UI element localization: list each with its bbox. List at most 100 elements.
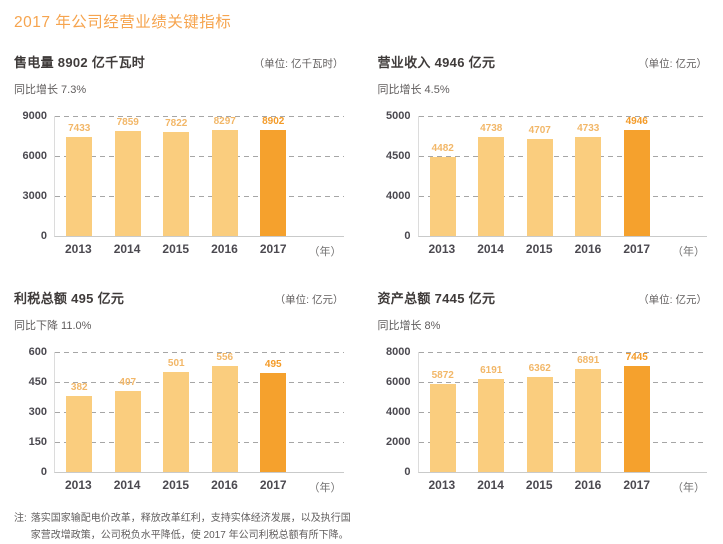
gridline — [55, 156, 344, 157]
y-tick-label: 600 — [28, 346, 47, 358]
plot-wrapper: 0 4000 4500 5000 4482 4738 4707 4733 4946 — [386, 110, 707, 242]
x-axis-unit: （年） — [672, 246, 705, 258]
plot-area: 4482 4738 4707 4733 4946 — [417, 116, 707, 237]
bar-value-label: 4738 — [480, 123, 503, 134]
bar-slot: 8902 — [249, 116, 298, 236]
bar-slot: 6891 — [564, 352, 613, 472]
x-category-label: 2013 — [65, 242, 92, 256]
x-axis-labels: 2013 2014 2015 2016 2017 （年） — [418, 478, 708, 494]
bar-value-label: 6891 — [577, 354, 600, 366]
bar — [575, 368, 602, 472]
x-category-label: 2014 — [477, 478, 504, 492]
bar-value-label: 501 — [167, 357, 185, 369]
bar — [114, 390, 141, 472]
charts-grid: 售电量 8902 亿千瓦时 （单位: 亿千瓦时） 同比增长 7.3% 0 3000… — [14, 52, 707, 494]
chart-subtitle: 同比增长 7.3% — [14, 84, 87, 96]
y-tick-label: 9000 — [22, 110, 47, 122]
bar-value-label: 8297 — [213, 116, 236, 127]
x-axis-unit: （年） — [308, 246, 342, 258]
bar — [478, 379, 505, 472]
bar-slot: 495 — [249, 352, 298, 472]
chart-panel-electricity-sales: 售电量 8902 亿千瓦时 （单位: 亿千瓦时） 同比增长 7.3% 0 3000… — [14, 52, 344, 258]
chart-header: 利税总额 495 亿元 （单位: 亿元） — [14, 288, 344, 307]
y-tick-label: 4000 — [386, 406, 411, 418]
chart-panel-total-assets: 资产总额 7445 亿元 （单位: 亿元） 同比增长 8% 0 2000 4000 6… — [377, 288, 708, 494]
gridline — [418, 382, 707, 383]
y-tick-label: 0 — [40, 230, 47, 242]
chart-panel-profit-tax-total: 利税总额 495 亿元 （单位: 亿元） 同比下降 11.0% 0 150 300 4… — [14, 288, 344, 494]
bar-value-label: 4707 — [528, 125, 551, 137]
bar-slot: 7859 — [104, 116, 153, 236]
y-tick-label: 0 — [404, 466, 411, 478]
x-category-label: 2015 — [525, 242, 553, 256]
bar-chart: 0 2000 4000 6000 8000 5872 6191 6362 6891 7445 2… — [378, 346, 708, 494]
y-axis-labels: 0 150 300 450 600 — [14, 346, 47, 478]
bars-container: 382 407 501 556 495 — [55, 352, 298, 472]
chart-header: 资产总额 7445 亿元 （单位: 亿元） — [378, 288, 708, 307]
y-axis-labels: 0 3000 6000 9000 — [14, 110, 47, 242]
bar — [478, 137, 505, 236]
bar-slot: 7445 — [613, 352, 662, 472]
y-tick-label: 3000 — [22, 190, 47, 202]
x-category-label: 2015 — [162, 242, 190, 256]
bar — [114, 131, 141, 236]
y-tick-label: 6000 — [22, 150, 47, 162]
bars-container: 5872 6191 6362 6891 7445 — [419, 352, 662, 472]
bar-slot: 501 — [152, 352, 201, 472]
chart-subtitle: 同比增长 8% — [377, 320, 441, 332]
plot-area: 7433 7859 7822 8297 8902 — [54, 116, 344, 237]
gridline — [418, 412, 707, 413]
footnote-line: 家营改增政策，公司税负水平降低，使 2017 年公司利税总额有所下降。 — [30, 529, 349, 541]
bar-value-label: 4482 — [431, 143, 454, 155]
bar-slot: 7433 — [55, 116, 104, 236]
bar-value-label: 7445 — [625, 352, 648, 363]
chart-unit-label: （单位: 亿千瓦时） — [253, 58, 344, 70]
y-tick-label: 450 — [28, 376, 47, 388]
y-axis-labels: 0 2000 4000 6000 8000 — [378, 346, 411, 478]
bar — [526, 376, 553, 472]
x-category-label: 2015 — [162, 478, 190, 492]
bar-value-label: 7822 — [165, 117, 188, 129]
plot-wrapper: 0 150 300 450 600 382 407 501 556 495 — [29, 346, 344, 478]
page-title: 2017 年公司经营业绩关键指标 — [14, 14, 232, 31]
x-category-label: 2017 — [259, 478, 287, 492]
y-tick-label: 0 — [40, 466, 47, 478]
bar-slot: 6362 — [516, 352, 565, 472]
bar-slot: 4946 — [613, 116, 662, 236]
bar — [163, 371, 190, 472]
chart-unit-label: （单位: 亿元） — [274, 294, 344, 306]
chart-panel-operating-revenue: 营业收入 4946 亿元 （单位: 亿元） 同比增长 4.5% 0 4000 450… — [378, 52, 708, 258]
x-axis-labels: 2013 2014 2015 2016 2017 （年） — [54, 478, 344, 494]
footnote-body: 落实国家输配电价改革，释放改革红利，支持实体经济发展，以及执行国 家营改增政策，… — [31, 511, 351, 544]
bar-slot: 5872 — [419, 352, 468, 472]
bars-container: 7433 7859 7822 8297 8902 — [55, 116, 298, 236]
bar-value-label: 495 — [264, 359, 282, 370]
bar-chart: 0 3000 6000 9000 7433 7859 7822 8297 8902 2013 2… — [14, 110, 344, 258]
gridline — [418, 442, 707, 443]
bar-slot: 8297 — [201, 116, 250, 236]
y-axis-labels: 0 4000 4500 5000 — [378, 110, 410, 242]
bar — [66, 136, 93, 236]
x-axis-labels: 2013 2014 2015 2016 2017 （年） — [418, 242, 708, 258]
bar-value-label: 556 — [216, 352, 234, 363]
gridline — [55, 352, 344, 353]
chart-title: 利税总额 495 亿元 — [14, 291, 125, 306]
bar-value-label: 407 — [119, 376, 137, 388]
x-category-label: 2014 — [113, 242, 141, 256]
bar-slot: 556 — [201, 352, 250, 472]
footnote: 注: 落实国家输配电价改革，释放改革红利，支持实体经济发展，以及执行国 家营改增… — [14, 511, 370, 544]
y-tick-label: 6000 — [386, 376, 411, 388]
x-category-label: 2017 — [259, 242, 287, 256]
bar-slot: 4738 — [467, 116, 516, 236]
bar-slot: 4733 — [564, 116, 613, 236]
x-category-label: 2017 — [623, 478, 651, 492]
gridline — [55, 196, 344, 197]
bar-slot: 6191 — [467, 352, 516, 472]
x-category-label: 2013 — [428, 242, 456, 256]
x-axis-unit: （年） — [308, 482, 342, 494]
chart-unit-label: （单位: 亿元） — [638, 294, 707, 306]
x-category-label: 2016 — [574, 478, 602, 492]
plot-wrapper: 0 3000 6000 9000 7433 7859 7822 8297 8902 — [23, 110, 344, 242]
gridline — [418, 116, 707, 117]
